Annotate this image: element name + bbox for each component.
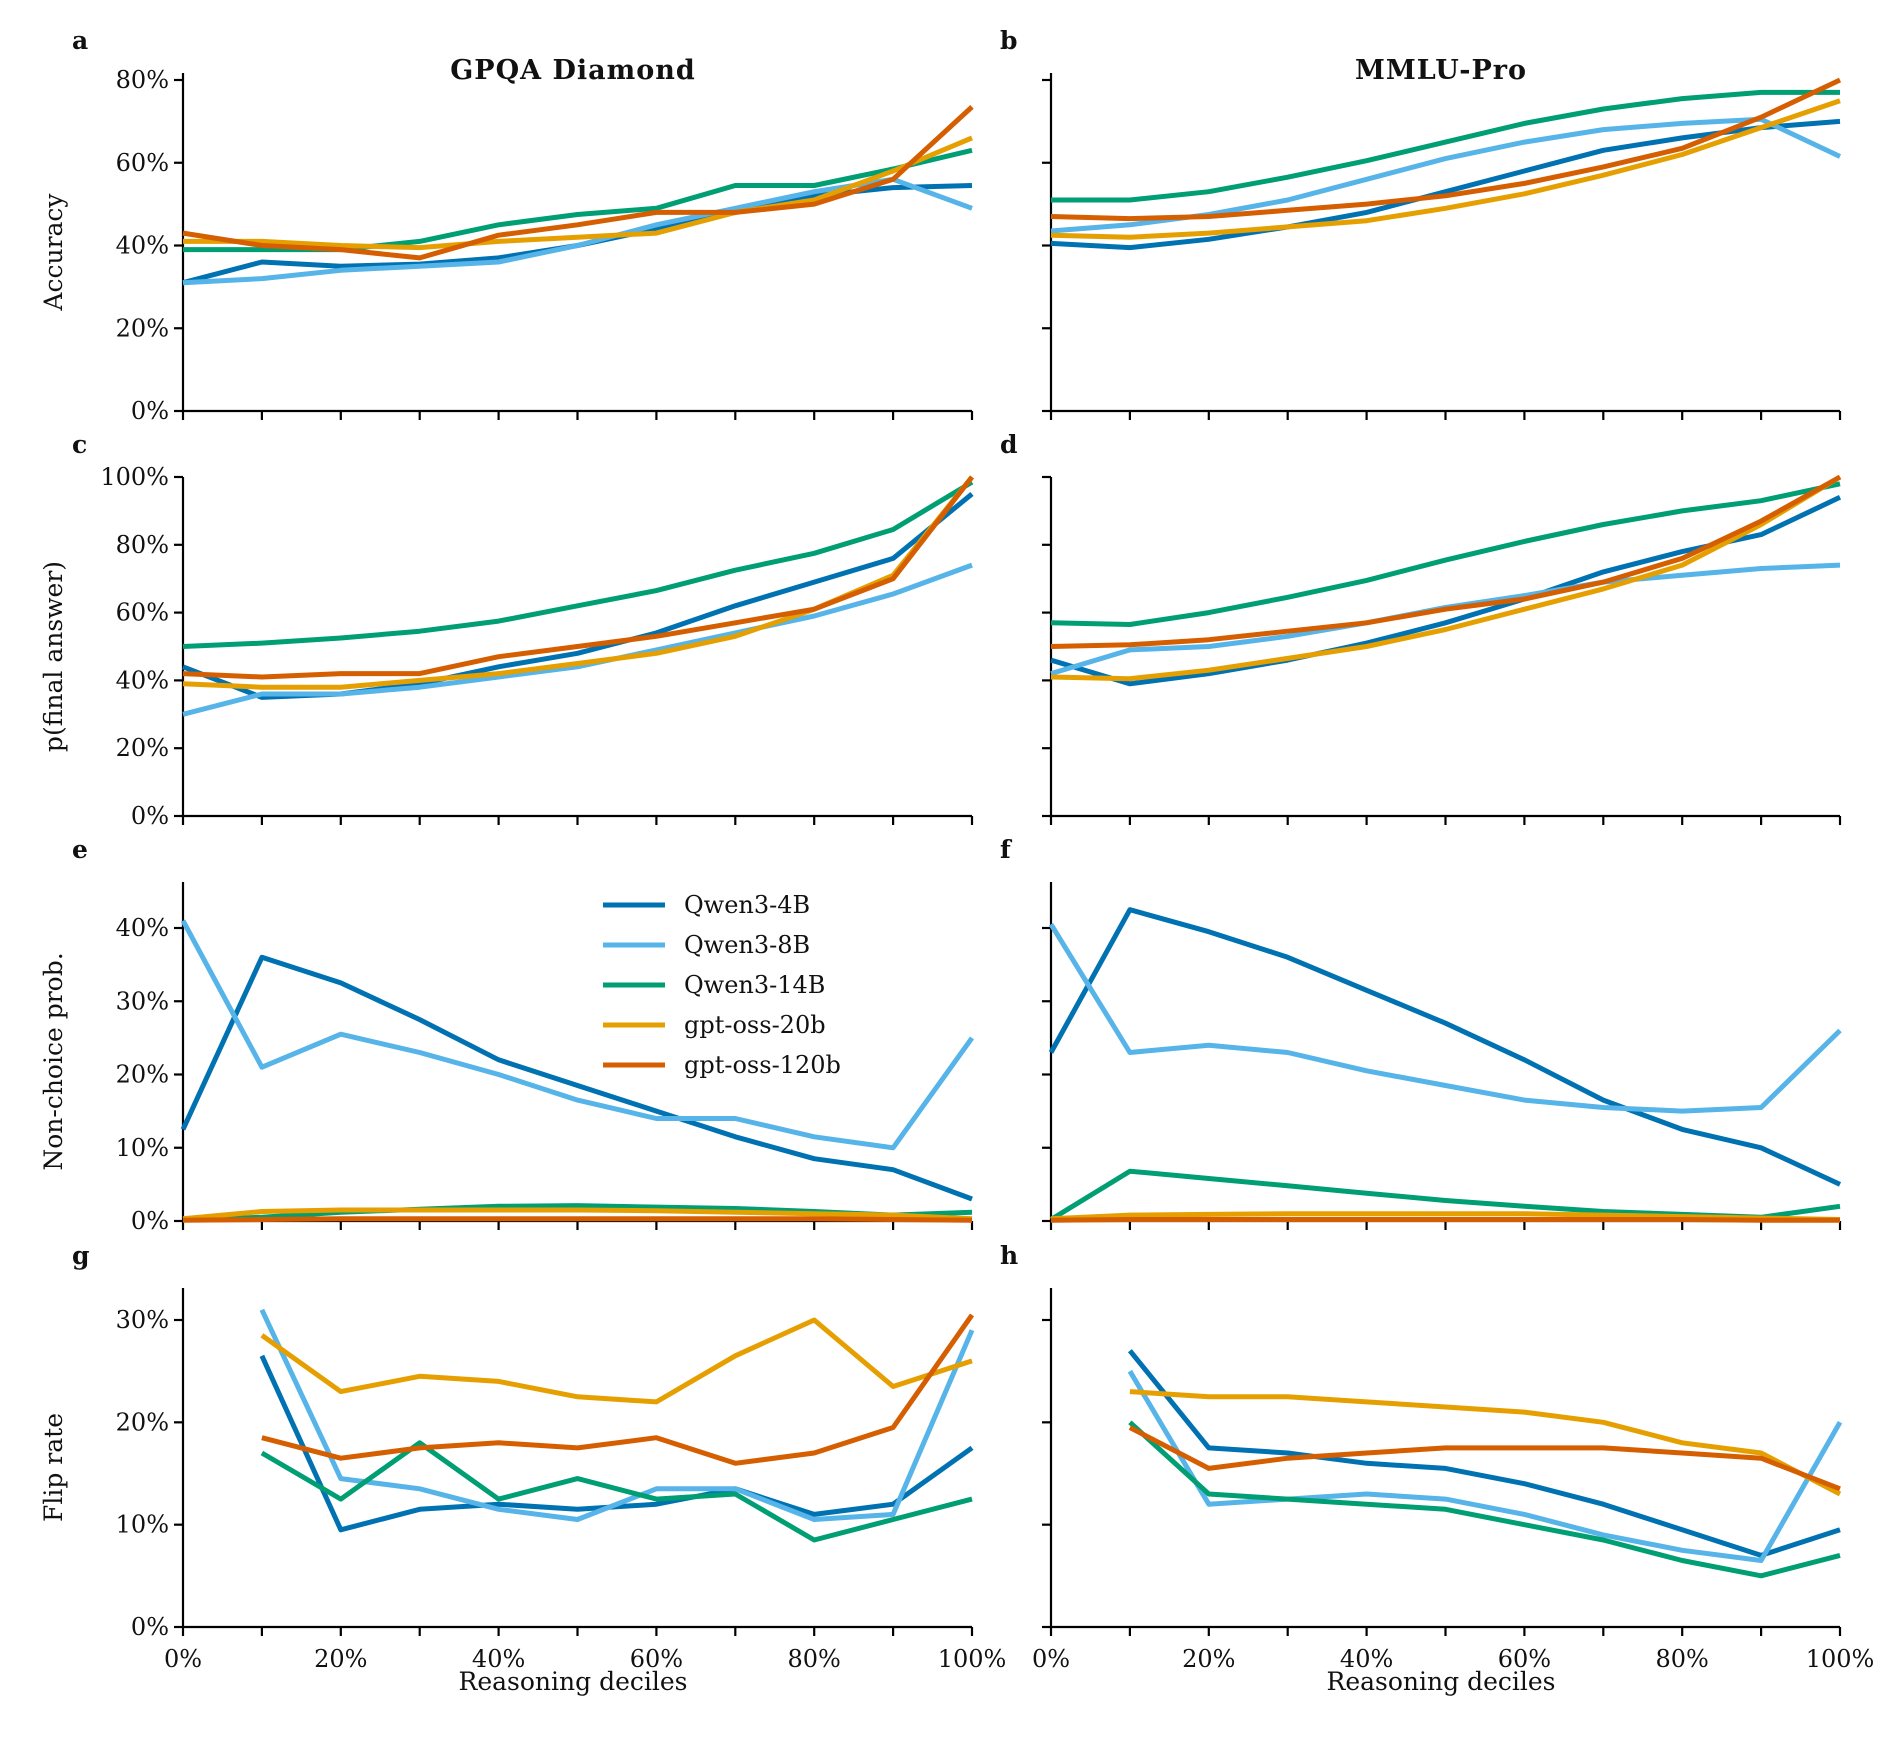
- series-line-gpt-oss-20b: [1050, 98, 1841, 240]
- series-line-Qwen3-4B: [180, 954, 973, 1202]
- column-title-left: GPQA Diamond: [450, 55, 695, 86]
- panel-letter-g: g: [72, 1241, 89, 1270]
- series-line-Qwen3-8B: [182, 562, 973, 717]
- series-line-Qwen3-14B: [1051, 89, 1840, 203]
- y-axis-label: Flip rate: [39, 1413, 68, 1522]
- series-line-gpt-oss-120b: [182, 1216, 973, 1223]
- y-tick-label: 40%: [116, 666, 169, 694]
- series-line-Qwen3-8B: [182, 176, 973, 286]
- panel-letter-h: h: [1000, 1241, 1018, 1270]
- y-tick-label: 0%: [131, 1613, 169, 1641]
- x-tick-label: 40%: [472, 1645, 525, 1673]
- panel-d: d: [1000, 430, 1842, 825]
- y-axis-label: Accuracy: [39, 193, 68, 312]
- panel-b: b: [1000, 26, 1842, 420]
- x-tick-label: 20%: [314, 1645, 367, 1673]
- series-line-gpt-oss-20b: [183, 135, 973, 251]
- x-tick-label: 60%: [1498, 1645, 1551, 1673]
- panel-h: h 0% 20% 40% 60% 80% 100%: [1000, 1241, 1874, 1673]
- series-line-gpt-oss-120b: [182, 105, 974, 261]
- series-line-gpt-oss-120b: [1128, 1425, 1841, 1492]
- y-tick-label: 20%: [116, 1061, 169, 1089]
- series-line-gpt-oss-120b: [182, 475, 974, 680]
- y-tick-label: 80%: [116, 66, 169, 94]
- y-tick-label: 30%: [116, 1306, 169, 1334]
- x-tick-label: 80%: [788, 1645, 841, 1673]
- series-line-gpt-oss-120b: [1050, 77, 1842, 222]
- x-tick-label: 100%: [938, 1645, 1007, 1673]
- legend: Qwen3-4B Qwen3-8B Qwen3-14B gpt-oss-20b gpt-…: [603, 891, 841, 1079]
- legend-label-Qwen3-14B: Qwen3-14B: [684, 971, 825, 999]
- panel-g: g 0% 10% 20% 30% 0% 20% 40% 60% 80% 100% Flip rate: [39, 1241, 1006, 1673]
- y-tick-label: 30%: [116, 987, 169, 1015]
- series-line-gpt-oss-120b: [261, 1313, 975, 1466]
- series-line-Qwen3-8B: [1127, 1369, 1843, 1563]
- y-tick-label: 40%: [116, 232, 169, 260]
- legend-label-gpt-oss-20b: gpt-oss-20b: [684, 1011, 826, 1039]
- y-axis-label: p(final answer): [39, 561, 68, 752]
- x-tick-label: 80%: [1656, 1645, 1709, 1673]
- y-axis-label: Non-choice prob.: [39, 952, 68, 1170]
- series-line-Qwen3-8B: [259, 1308, 975, 1522]
- series-line-gpt-oss-20b: [1050, 474, 1842, 682]
- x-axis-label-left: Reasoning deciles: [459, 1667, 688, 1696]
- series-line-Qwen3-14B: [1050, 481, 1841, 627]
- column-title-right: MMLU-Pro: [1355, 55, 1527, 86]
- legend-label-Qwen3-8B: Qwen3-8B: [684, 931, 810, 959]
- y-tick-label: 80%: [116, 531, 169, 559]
- panel-c: c 0% 20% 40% 60% 80% 100% p(final answer): [39, 430, 974, 830]
- series-line-Qwen3-4B: [1050, 118, 1841, 251]
- series-line-Qwen3-4B: [1048, 907, 1842, 1187]
- x-tick-label: 0%: [1032, 1645, 1070, 1673]
- x-tick-label: 0%: [164, 1645, 202, 1673]
- series-line-Qwen3-8B: [180, 919, 975, 1151]
- y-tick-label: 10%: [116, 1134, 169, 1162]
- y-tick-label: 0%: [131, 397, 169, 425]
- legend-label-gpt-oss-120b: gpt-oss-120b: [684, 1051, 841, 1079]
- series-line-Qwen3-8B: [1050, 116, 1842, 234]
- legend-label-Qwen3-4B: Qwen3-4B: [684, 891, 810, 919]
- series-line-gpt-oss-20b: [182, 1207, 973, 1222]
- panel-letter-a: a: [72, 26, 88, 55]
- x-tick-label: 20%: [1182, 1645, 1235, 1673]
- panel-letter-c: c: [72, 430, 87, 459]
- y-tick-label: 60%: [116, 599, 169, 627]
- y-tick-label: 10%: [116, 1511, 169, 1539]
- x-tick-label: 100%: [1806, 1645, 1875, 1673]
- series-line-Qwen3-4B: [1050, 495, 1842, 687]
- series-line-Qwen3-8B: [1048, 922, 1842, 1114]
- panel-letter-e: e: [72, 835, 88, 864]
- y-tick-label: 20%: [116, 734, 169, 762]
- panel-f: f: [1000, 835, 1842, 1230]
- series-line-Qwen3-4B: [1127, 1349, 1841, 1558]
- panel-letter-b: b: [1000, 26, 1017, 55]
- panel-e: e 0% 10% 20% 30% 40% Non-choice prob.: [39, 835, 975, 1235]
- series-line-gpt-oss-120b: [1050, 1217, 1840, 1223]
- series-line-Qwen3-4B: [182, 183, 973, 286]
- y-tick-label: 40%: [116, 914, 169, 942]
- panel-letter-f: f: [1000, 835, 1013, 864]
- series-line-Qwen3-14B: [260, 1440, 973, 1543]
- series-line-gpt-oss-20b: [1129, 1389, 1842, 1497]
- series-line-gpt-oss-20b: [1050, 1211, 1841, 1222]
- y-tick-label: 100%: [100, 463, 169, 491]
- series-line-gpt-oss-20b: [260, 1317, 973, 1405]
- panel-letter-d: d: [1000, 430, 1017, 459]
- series-line-Qwen3-14B: [182, 479, 974, 649]
- panel-a: a 0% 20% 40% 60% 80% Accuracy: [39, 26, 974, 425]
- x-axis-label-right: Reasoning deciles: [1327, 1667, 1556, 1696]
- series-line-Qwen3-14B: [1128, 1420, 1841, 1579]
- y-tick-label: 20%: [116, 314, 169, 342]
- y-tick-label: 0%: [131, 1207, 169, 1235]
- y-tick-label: 60%: [116, 149, 169, 177]
- y-tick-label: 20%: [116, 1408, 169, 1436]
- series-line-gpt-oss-120b: [1050, 474, 1842, 649]
- x-tick-label: 60%: [630, 1645, 683, 1673]
- x-tick-label: 40%: [1340, 1645, 1393, 1673]
- y-tick-label: 0%: [131, 802, 169, 830]
